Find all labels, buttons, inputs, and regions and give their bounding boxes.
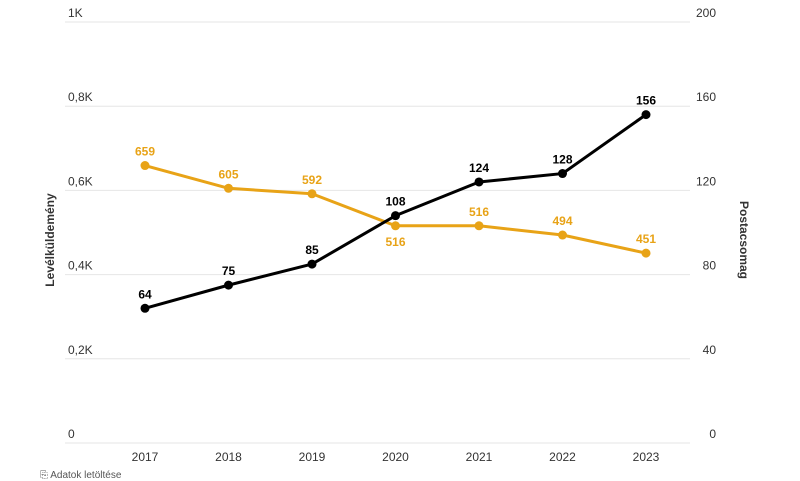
data-label-postacsomag: 124 bbox=[469, 161, 489, 175]
right-tick-label: 120 bbox=[696, 174, 716, 188]
data-point-levelkuldemeny bbox=[558, 230, 567, 240]
x-tick-label: 2021 bbox=[466, 450, 493, 464]
x-tick-label: 2019 bbox=[299, 450, 326, 464]
data-point-postacsomag bbox=[641, 110, 651, 120]
data-label-postacsomag: 108 bbox=[385, 195, 405, 209]
x-axis-ticks: 2017 2018 2019 2020 2021 2022 2023 bbox=[132, 450, 660, 464]
right-axis-title: Postacsomag bbox=[737, 201, 751, 279]
data-point-postacsomag bbox=[224, 280, 233, 290]
data-label-levelkuldemeny: 605 bbox=[218, 167, 238, 181]
download-data-link[interactable]: ⎘ Adatok letöltése bbox=[40, 470, 121, 481]
data-label-levelkuldemeny: 516 bbox=[469, 205, 489, 219]
left-tick-label: 0,8K bbox=[68, 90, 93, 104]
right-tick-label: 40 bbox=[703, 343, 717, 357]
data-label-postacsomag: 85 bbox=[305, 243, 319, 257]
left-axis-title: Levélküldemény bbox=[43, 193, 57, 287]
data-point-levelkuldemeny bbox=[140, 161, 150, 171]
data-point-postacsomag bbox=[558, 169, 567, 179]
data-point-levelkuldemeny bbox=[307, 189, 317, 199]
left-tick-label: 0,6K bbox=[68, 174, 93, 188]
data-label-postacsomag: 156 bbox=[636, 94, 656, 108]
right-tick-label: 200 bbox=[696, 6, 716, 20]
data-point-postacsomag bbox=[391, 211, 400, 221]
x-tick-label: 2020 bbox=[382, 450, 409, 464]
data-label-postacsomag: 64 bbox=[138, 287, 152, 301]
left-tick-label: 0,4K bbox=[68, 259, 93, 273]
right-tick-label: 80 bbox=[703, 259, 717, 273]
data-point-postacsomag bbox=[140, 303, 150, 313]
right-tick-label: 0 bbox=[709, 427, 716, 441]
data-label-levelkuldemeny: 516 bbox=[385, 235, 405, 249]
data-point-levelkuldemeny bbox=[391, 221, 400, 231]
right-tick-label: 160 bbox=[696, 90, 716, 104]
data-point-postacsomag bbox=[307, 259, 317, 269]
left-axis-ticks: 0 0,2K 0,4K 0,6K 0,8K 1K bbox=[68, 6, 93, 441]
series-postacsomag: 64 75 85 108 124 128 156 bbox=[138, 94, 656, 313]
grid-lines bbox=[65, 21, 690, 444]
data-point-levelkuldemeny bbox=[474, 221, 484, 231]
series-levelkuldemeny: 659 605 592 516 516 494 451 bbox=[135, 145, 656, 258]
x-tick-label: 2023 bbox=[633, 450, 660, 464]
left-tick-label: 1K bbox=[68, 6, 83, 20]
x-tick-label: 2022 bbox=[549, 450, 576, 464]
right-axis-ticks: 0 40 80 120 160 200 bbox=[696, 6, 716, 441]
x-tick-label: 2018 bbox=[215, 450, 242, 464]
left-tick-label: 0,2K bbox=[68, 343, 93, 357]
data-point-levelkuldemeny bbox=[224, 183, 233, 193]
data-label-levelkuldemeny: 494 bbox=[552, 214, 572, 228]
x-tick-label: 2017 bbox=[132, 450, 159, 464]
series-layer: 659 605 592 516 516 494 451 64 75 85 108 124 128 156 bbox=[135, 94, 656, 313]
data-label-postacsomag: 128 bbox=[552, 153, 572, 167]
download-data-label: Adatok letöltése bbox=[50, 470, 122, 481]
data-point-levelkuldemeny bbox=[641, 248, 651, 258]
data-label-levelkuldemeny: 592 bbox=[302, 173, 322, 187]
data-label-levelkuldemeny: 659 bbox=[135, 145, 155, 159]
clipboard-icon: ⎘ bbox=[40, 470, 48, 481]
left-tick-label: 0 bbox=[68, 427, 75, 441]
data-point-postacsomag bbox=[474, 177, 484, 187]
data-label-levelkuldemeny: 451 bbox=[636, 232, 656, 246]
data-label-postacsomag: 75 bbox=[222, 264, 236, 278]
